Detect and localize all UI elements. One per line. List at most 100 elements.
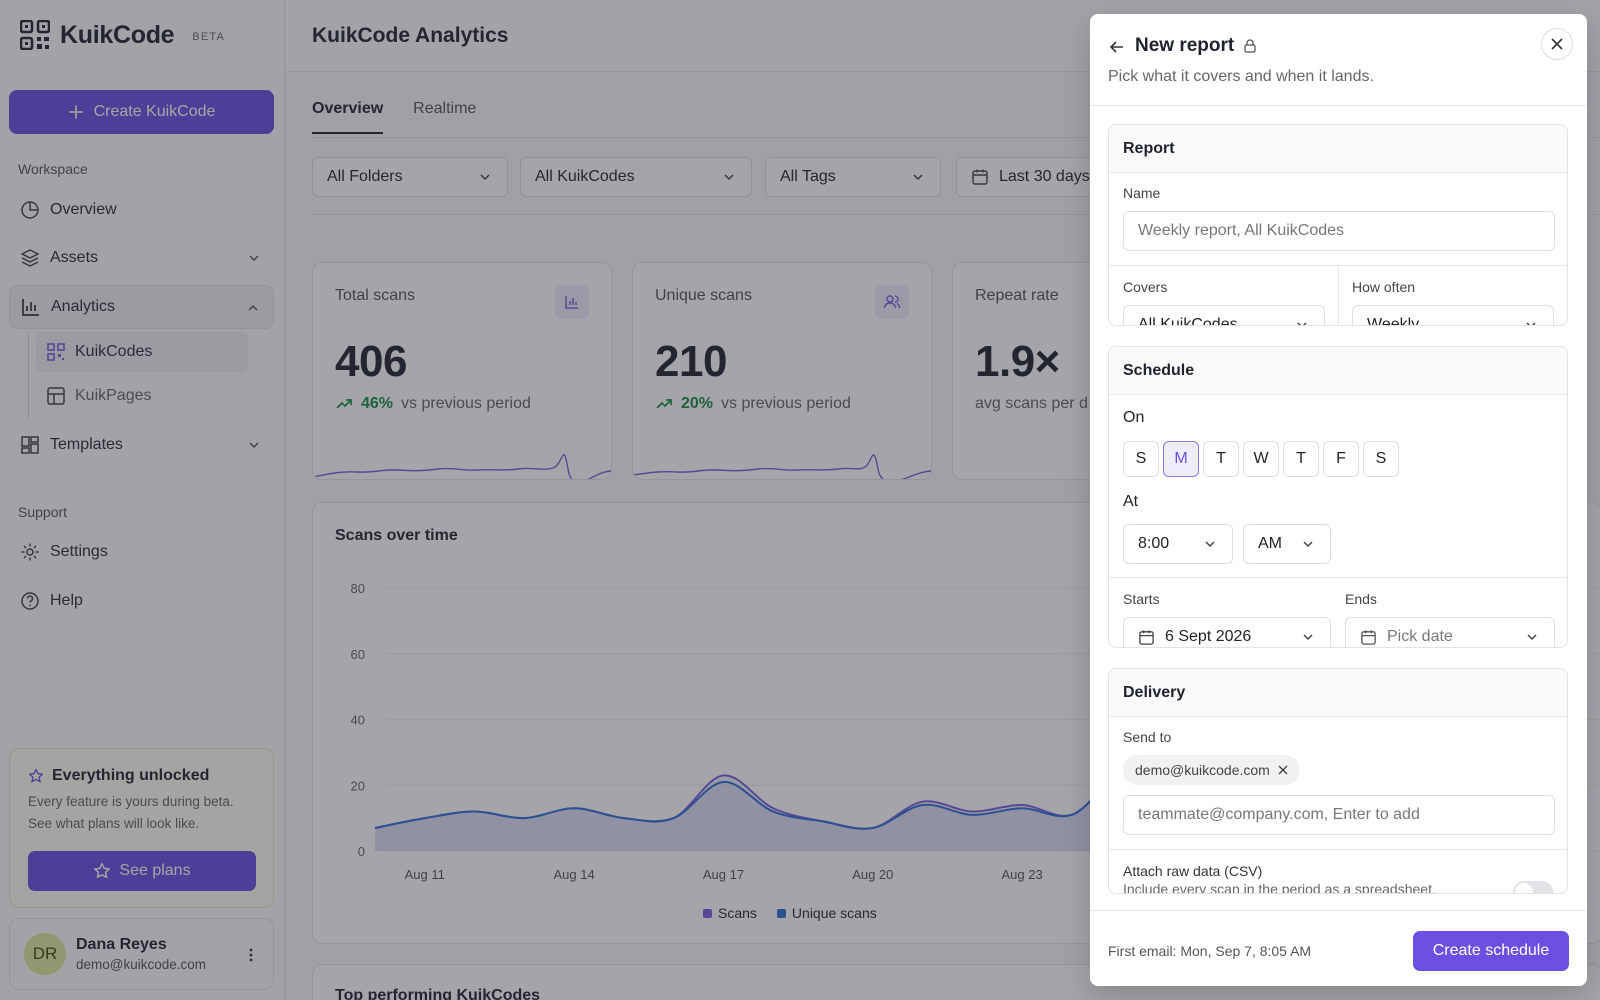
day-sunday[interactable]: S [1123, 441, 1159, 477]
users-icon [875, 285, 909, 319]
x-tick-label: Aug 14 [554, 867, 595, 882]
close-icon [1551, 38, 1563, 50]
chevron-down-icon [1526, 322, 1536, 325]
start-date-select[interactable]: 6 Sept 2026 [1123, 617, 1331, 647]
legend-item-unique: Unique scans [776, 905, 877, 921]
sidebar-item-templates[interactable]: Templates [9, 423, 274, 467]
time-select[interactable]: 8:00 [1123, 524, 1233, 564]
sidebar-item-kuikcodes[interactable]: KuikCodes [36, 332, 248, 372]
create-kuikcode-label: Create KuikCode [93, 103, 216, 120]
chevron-down-icon [1303, 634, 1313, 641]
report-name-input[interactable]: Weekly report, All KuikCodes [1123, 211, 1555, 251]
tab-overview[interactable]: Overview [312, 100, 384, 134]
y-tick-label: 60 [351, 647, 365, 662]
more-vertical-icon[interactable] [243, 947, 259, 963]
avatar: DR [24, 933, 66, 975]
sidebar-item-label: Settings [50, 543, 108, 560]
qr-code-icon [46, 342, 66, 362]
day-monday[interactable]: M [1163, 441, 1199, 477]
sidebar-item-kuikpages[interactable]: KuikPages [36, 376, 248, 416]
sidebar-item-help[interactable]: Help [9, 579, 274, 623]
create-kuikcode-button[interactable]: Create KuikCode [9, 90, 274, 134]
unlock-text: Every feature is yours during beta. See … [28, 794, 234, 831]
how-often-label: How often [1352, 279, 1416, 295]
gear-icon [20, 542, 40, 562]
page-layout-icon [46, 386, 66, 406]
create-schedule-button[interactable]: Create schedule [1413, 931, 1569, 971]
chevron-up-icon [248, 304, 258, 311]
remove-recipient-icon[interactable] [1278, 765, 1288, 775]
day-tuesday[interactable]: T [1203, 441, 1239, 477]
section-title: Delivery [1109, 669, 1567, 717]
chevron-down-icon [1303, 541, 1313, 548]
on-label: On [1123, 409, 1145, 426]
sparkline [633, 454, 931, 479]
day-wednesday[interactable]: W [1243, 441, 1279, 477]
bar-chart-icon [555, 285, 589, 319]
stat-delta: 20% vs previous period [655, 395, 851, 413]
chart-title: Scans over time [335, 527, 458, 544]
attach-csv-toggle[interactable] [1513, 881, 1553, 893]
user-name: Dana Reyes [76, 936, 167, 953]
first-email-text: First email: Mon, Sep 7, 8:05 AM [1108, 943, 1312, 959]
chevron-down-icon [480, 174, 490, 181]
kuikcodes-select[interactable]: All KuikCodes [520, 157, 752, 197]
user-card[interactable]: DR Dana Reyes demo@kuikcode.com [9, 918, 274, 990]
section-title: Schedule [1109, 347, 1567, 395]
recipient-email-input[interactable]: teammate@company.com, Enter to add [1123, 795, 1555, 835]
tags-select[interactable]: All Tags [765, 157, 941, 197]
new-report-drawer: New report Pick what it covers and when … [1090, 14, 1587, 986]
top-kuikcodes-title: Top performing KuikCodes [335, 987, 541, 1000]
star-icon [28, 768, 44, 783]
tab-bar: Overview Realtime [312, 100, 476, 134]
sidebar-item-overview[interactable]: Overview [9, 188, 274, 232]
layers-icon [20, 248, 40, 268]
logo[interactable]: KuikCode BETA [20, 20, 225, 50]
stat-label: Total scans [335, 287, 416, 304]
close-button[interactable] [1541, 28, 1573, 60]
arrow-left-icon[interactable] [1108, 38, 1126, 56]
end-date-select[interactable]: Pick date [1345, 617, 1555, 647]
drawer-title: New report [1135, 35, 1235, 56]
covers-select[interactable]: All KuikCodes [1123, 305, 1325, 325]
chevron-down-icon [249, 255, 259, 262]
workspace-label: Workspace [18, 161, 88, 177]
templates-icon [20, 435, 40, 455]
how-often-select[interactable]: Weekly [1352, 305, 1554, 325]
see-plans-button[interactable]: See plans [28, 851, 256, 891]
x-tick-label: Aug 23 [1002, 867, 1043, 882]
stat-label: Repeat rate [975, 287, 1059, 304]
sidebar-item-label: KuikCodes [75, 343, 153, 360]
y-tick-label: 20 [351, 778, 365, 793]
attach-csv-description: Include every scan in the period as a sp… [1123, 881, 1436, 894]
sidebar-item-label: Help [50, 592, 83, 609]
day-thursday[interactable]: T [1283, 441, 1319, 477]
sidebar-item-settings[interactable]: Settings [9, 530, 274, 574]
sidebar: KuikCode BETA Create KuikCode Workspace … [0, 0, 285, 1000]
chevron-down-icon [1527, 634, 1537, 641]
chevron-down-icon [1205, 541, 1215, 548]
tab-realtime[interactable]: Realtime [413, 100, 477, 117]
stat-value: 210 [655, 337, 727, 386]
name-label: Name [1123, 185, 1161, 201]
sidebar-item-analytics[interactable]: Analytics [9, 285, 274, 329]
sidebar-item-label: Assets [50, 249, 99, 266]
x-tick-label: Aug 17 [703, 867, 744, 882]
day-friday[interactable]: F [1323, 441, 1359, 477]
user-email: demo@kuikcode.com [76, 957, 207, 972]
unlock-title: Everything unlocked [28, 767, 255, 785]
drawer-subtitle: Pick what it covers and when it lands. [1108, 68, 1374, 85]
day-saturday[interactable]: S [1363, 441, 1399, 477]
drawer-header: New report Pick what it covers and when … [1090, 14, 1587, 106]
attach-csv-label: Attach raw data (CSV) [1123, 863, 1263, 879]
y-tick-label: 40 [351, 713, 365, 728]
sidebar-item-label: Analytics [51, 298, 116, 315]
sidebar-item-label: KuikPages [75, 387, 152, 404]
ampm-select[interactable]: AM [1243, 524, 1331, 564]
folders-select[interactable]: All Folders [312, 157, 508, 197]
beta-badge: BETA [192, 30, 225, 43]
qr-logo-icon [20, 20, 50, 50]
plus-icon [68, 105, 83, 119]
sidebar-item-assets[interactable]: Assets [9, 236, 274, 280]
trending-up-icon [656, 399, 672, 409]
